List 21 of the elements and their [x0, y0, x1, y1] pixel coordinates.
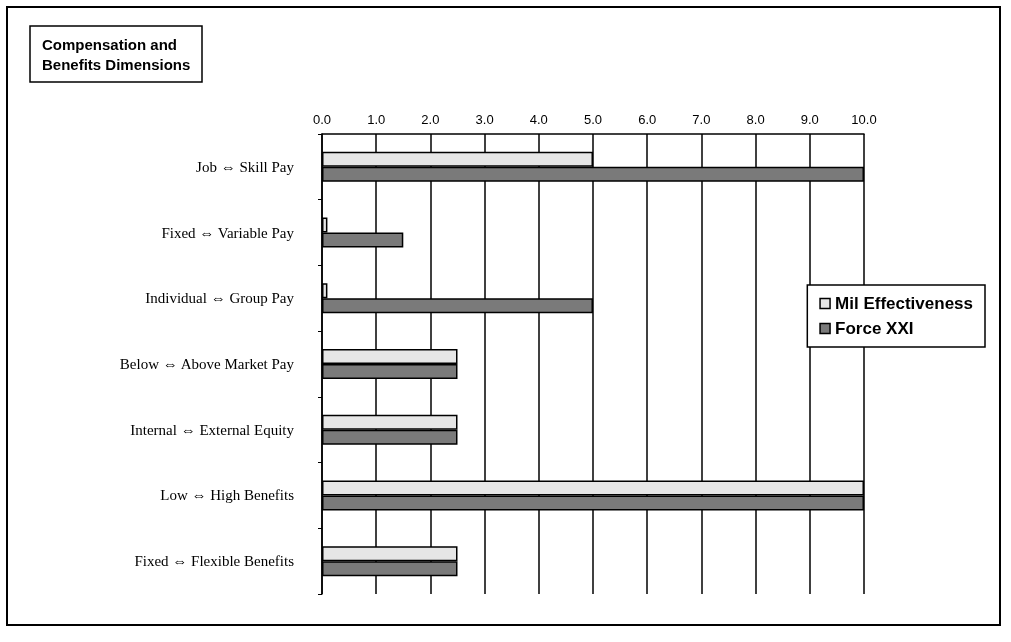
x-tick-label: 5.0 — [583, 112, 603, 127]
y-tick-label: Fixed ⇔ Flexible Benefits — [134, 553, 295, 570]
x-tick-label: 3.0 — [475, 112, 494, 127]
y-tick-label: Internal ⇔ External Equity — [130, 421, 295, 438]
x-tick-label: 1.0 — [367, 112, 386, 127]
x-tick-label: 0.0 — [312, 112, 332, 127]
y-tick-label: Below ⇔ Above Market Pay — [119, 356, 295, 372]
y-tick-label: Fixed ⇔ Variable Pay — [161, 224, 295, 241]
x-tick-label: 2.0 — [421, 112, 440, 127]
x-tick-label: 8.0 — [746, 112, 765, 127]
text: Compensation and Benefits Dimensions — [42, 35, 191, 73]
x-tick-label: 7.0 — [692, 112, 711, 127]
legend-label: Mil Effectiveness — [835, 294, 974, 313]
x-tick-label: 4.0 — [529, 112, 548, 127]
x-tick-label: 9.0 — [800, 112, 819, 127]
y-tick-label: Low ⇔ High Benefits — [160, 487, 295, 504]
legend-label: Force XXI — [835, 319, 914, 338]
y-tick-label: Individual ⇔ Group Pay — [145, 290, 295, 307]
y-tick-label: Job ⇔ Skill Pay — [196, 158, 295, 175]
x-tick-label: 6.0 — [638, 112, 657, 127]
x-tick-label: 10.0 — [851, 112, 877, 127]
